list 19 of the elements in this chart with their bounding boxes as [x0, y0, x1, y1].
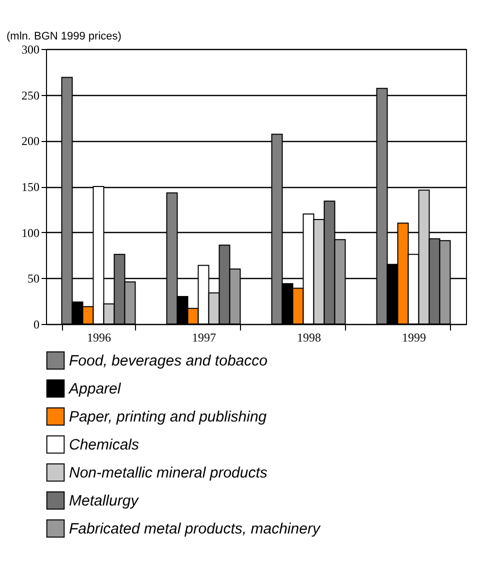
y-axis-title: (mln. BGN 1999 prices) [6, 30, 122, 42]
legend-label: Metallurgy [69, 492, 140, 510]
y-tick-label: 0 [34, 318, 40, 332]
y-tick-label: 100 [22, 226, 40, 240]
legend-label: Apparel [68, 380, 122, 398]
y-tick-label: 150 [22, 180, 40, 194]
legend-label: Paper, printing and publishing [69, 408, 268, 426]
y-tick-label: 300 [22, 42, 40, 56]
x-tick-label: 1997 [192, 330, 216, 344]
x-tick-label: 1996 [87, 330, 111, 344]
legend-label: Fabricated metal products, machinery [69, 520, 322, 538]
y-tick-label: 50 [28, 272, 40, 286]
x-tick-label: 1998 [297, 330, 321, 344]
y-tick-label: 200 [22, 134, 40, 148]
legend-label: Non-metallic mineral products [69, 464, 268, 482]
legend-label: Chemicals [69, 436, 140, 454]
legend-label: Food, beverages and tobacco [69, 352, 268, 370]
y-tick-label: 250 [22, 88, 40, 102]
x-tick-label: 1999 [402, 330, 426, 344]
